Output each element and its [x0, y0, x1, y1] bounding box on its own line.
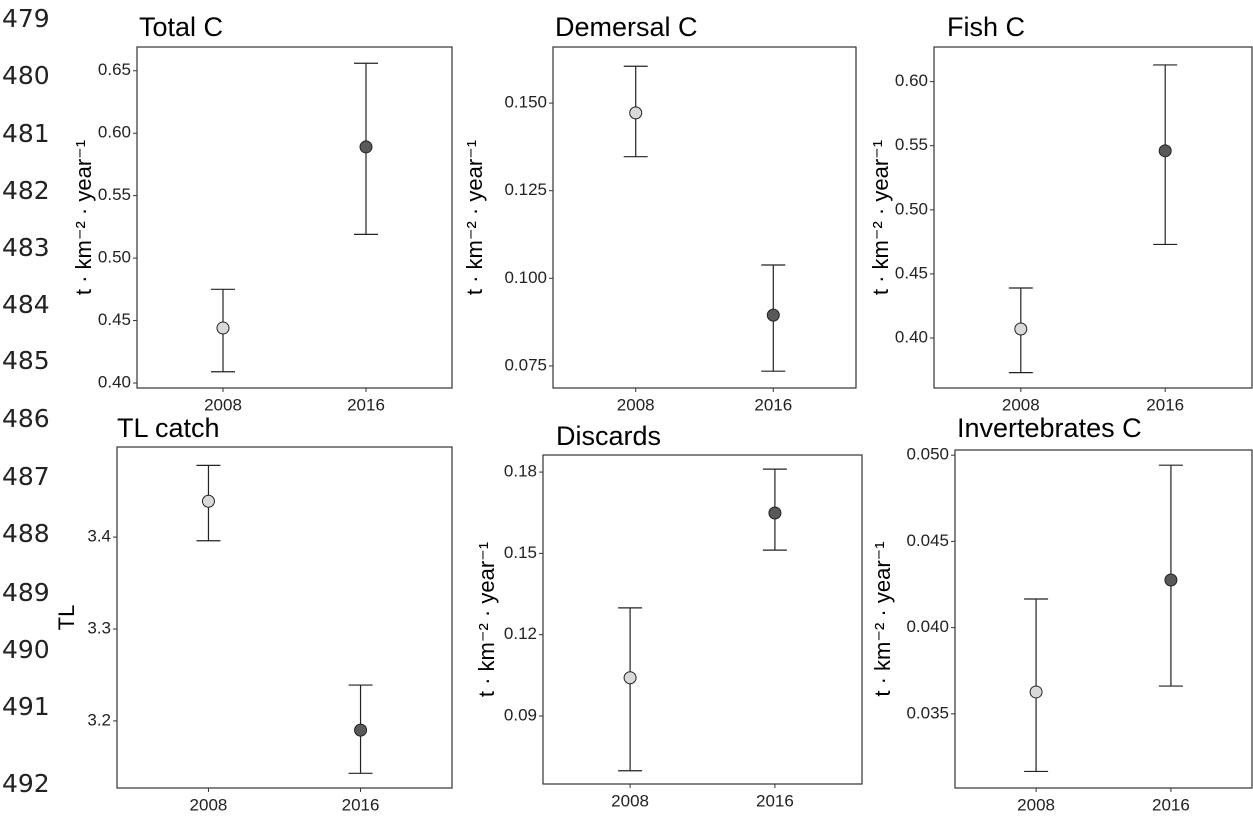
x-tick-label: 2008 [204, 395, 242, 414]
y-tick-label: 0.40 [895, 327, 928, 346]
line-number: 482 [2, 176, 50, 205]
x-tick-label: 2008 [617, 395, 655, 414]
line-number: 481 [2, 119, 50, 148]
point [216, 321, 230, 335]
x-tick-label: 2016 [756, 791, 794, 810]
y-axis-label: t · km⁻² · year⁻¹ [71, 140, 96, 295]
y-axis-label: t · km⁻² · year⁻¹ [462, 140, 487, 295]
y-tick-label: 0.150 [504, 93, 547, 112]
point [1158, 144, 1172, 158]
point [354, 723, 368, 737]
plot-frame [954, 449, 1253, 789]
chart-title: Total C [139, 12, 223, 42]
line-number: 489 [2, 578, 50, 607]
y-tick-label: 0.55 [98, 185, 131, 204]
y-axis-label: t · km⁻² · year⁻¹ [870, 541, 895, 696]
plot-frame [552, 46, 857, 389]
line-number: 490 [2, 635, 50, 664]
y-tick-label: 0.040 [906, 617, 949, 636]
line-number: 485 [2, 346, 50, 375]
y-tick-label: 0.65 [98, 60, 131, 79]
line-number: 484 [2, 290, 50, 319]
line-number: 491 [2, 692, 50, 721]
y-tick-label: 0.035 [906, 703, 949, 722]
x-tick-label: 2016 [1146, 395, 1184, 414]
chart-title: Invertebrates C [957, 413, 1142, 443]
line-number: 486 [2, 404, 50, 433]
point [1014, 322, 1028, 336]
line-number: 488 [2, 519, 50, 548]
plot-frame [933, 46, 1253, 389]
chart-title: TL catch [117, 413, 220, 443]
y-tick-label: 0.15 [504, 543, 537, 562]
y-tick-label: 0.50 [895, 199, 928, 218]
y-tick-label: 0.55 [895, 135, 928, 154]
x-tick-label: 2008 [1017, 795, 1055, 814]
x-tick-label: 2008 [1002, 395, 1040, 414]
y-tick-label: 0.050 [906, 445, 949, 464]
y-tick-label: 3.3 [87, 618, 111, 637]
y-tick-label: 0.075 [504, 355, 547, 374]
x-tick-label: 2016 [754, 395, 792, 414]
y-tick-label: 0.125 [504, 180, 547, 199]
line-number: 492 [2, 769, 50, 798]
point [1164, 573, 1178, 587]
x-tick-label: 2016 [1152, 795, 1190, 814]
y-axis-label: t · km⁻² · year⁻¹ [868, 140, 893, 295]
y-tick-label: 0.100 [504, 268, 547, 287]
line-number: 483 [2, 233, 50, 262]
chart-title: Fish C [947, 12, 1025, 42]
y-tick-label: 0.18 [504, 462, 537, 481]
y-tick-label: 0.45 [895, 263, 928, 282]
y-axis-label: TL [54, 605, 79, 631]
plot-frame [136, 46, 453, 389]
y-tick-label: 0.45 [98, 310, 131, 329]
y-tick-label: 0.60 [98, 123, 131, 142]
point [768, 506, 782, 520]
y-axis-label: t · km⁻² · year⁻¹ [474, 542, 499, 697]
line-number: 480 [2, 61, 50, 90]
point [766, 308, 780, 322]
point [201, 494, 215, 508]
plot-frame [116, 446, 453, 789]
point [1029, 685, 1043, 699]
y-tick-label: 0.60 [895, 71, 928, 90]
point [623, 671, 637, 685]
x-tick-label: 2016 [347, 395, 385, 414]
y-tick-label: 3.2 [87, 710, 111, 729]
y-tick-label: 0.09 [504, 705, 537, 724]
x-tick-label: 2008 [611, 791, 649, 810]
y-tick-label: 0.50 [98, 248, 131, 267]
y-tick-label: 3.4 [87, 527, 111, 546]
point [359, 140, 373, 154]
chart-title: Discards [556, 421, 661, 451]
point [629, 106, 643, 120]
y-tick-label: 0.40 [98, 372, 131, 391]
plot-frame [542, 454, 863, 785]
y-tick-label: 0.045 [906, 531, 949, 550]
x-tick-label: 2016 [342, 795, 380, 814]
line-number: 487 [2, 462, 50, 491]
y-tick-label: 0.12 [504, 624, 537, 643]
x-tick-label: 2008 [190, 795, 228, 814]
line-number: 479 [2, 4, 50, 33]
chart-title: Demersal C [555, 12, 698, 42]
